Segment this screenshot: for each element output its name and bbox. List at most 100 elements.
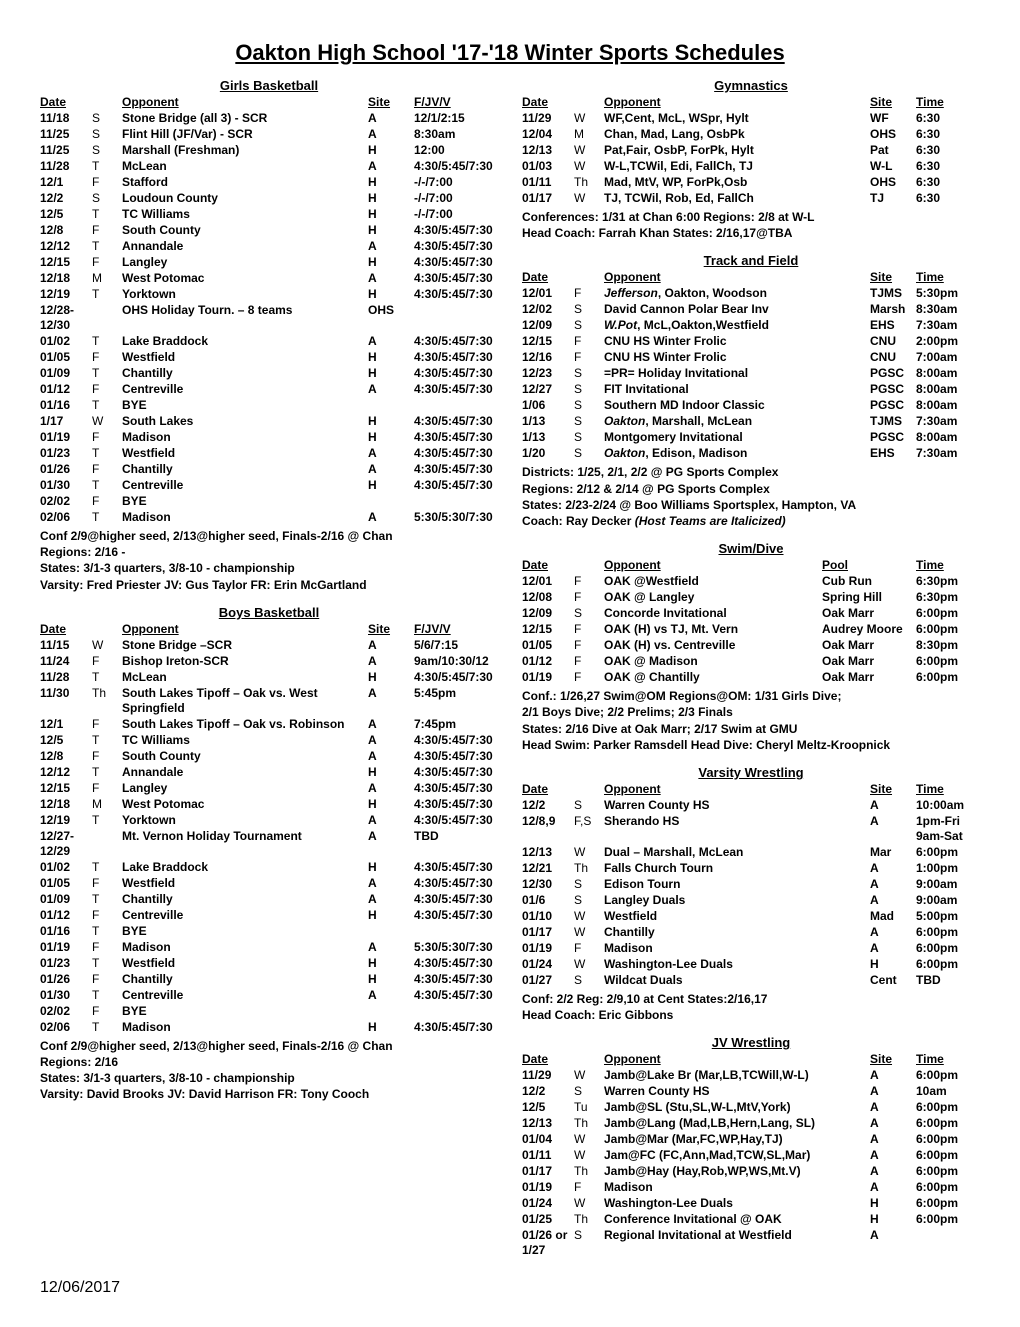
- table-cell: 01/02: [40, 334, 92, 350]
- table-cell: 4:30/5:45/7:30: [414, 366, 498, 382]
- table-cell: 5:30/5:30/7:30: [414, 940, 498, 956]
- col-day: [574, 270, 604, 286]
- table-cell: S: [574, 302, 604, 318]
- table-cell: W: [574, 1196, 604, 1212]
- table-cell: Pat,Fair, OsbP, ForPk, Hylt: [604, 143, 870, 159]
- girls-bball-table: Date Opponent Site F/JV/V 11/18SStone Br…: [40, 95, 498, 526]
- table-cell: W-L,TCWil, Edi, FallCh, TJ: [604, 159, 870, 175]
- note-line: Regions: 2/16: [40, 1054, 498, 1070]
- table-cell: West Potomac: [122, 797, 368, 813]
- table-cell: 4:30/5:45/7:30: [414, 765, 498, 781]
- table-cell: 01/16: [40, 924, 92, 940]
- table-cell: H: [870, 1212, 916, 1228]
- col-time: Time: [916, 782, 980, 798]
- table-cell: A: [870, 941, 916, 957]
- table-cell: 11/25: [40, 127, 92, 143]
- table-cell: W: [92, 414, 122, 430]
- table-cell: 12/5: [522, 1100, 574, 1116]
- table-cell: 11/28: [40, 670, 92, 686]
- table-cell: Southern MD Indoor Classic: [604, 398, 870, 414]
- table-row: 11/30ThSouth Lakes Tipoff – Oak vs. West…: [40, 686, 498, 717]
- table-cell: Edison Tourn: [604, 877, 870, 893]
- table-cell: 11/29: [522, 111, 574, 127]
- table-row: 01/09TChantillyA4:30/5:45/7:30: [40, 892, 498, 908]
- col-day: [574, 558, 604, 574]
- track-table: Date Opponent Site Time 12/01FJefferson,…: [522, 270, 980, 462]
- table-cell: 01/11: [522, 175, 574, 191]
- table-cell: Madison: [122, 430, 368, 446]
- table-cell: A: [368, 654, 414, 670]
- note-line: Conf 2/9@higher seed, 2/13@higher seed, …: [40, 528, 498, 544]
- table-row: 12/15FLangleyH4:30/5:45/7:30: [40, 255, 498, 271]
- table-cell: TJ, TCWil, Rob, Ed, FallCh: [604, 191, 870, 207]
- table-cell: Lake Braddock: [122, 334, 368, 350]
- table-cell: 6:00pm: [916, 1132, 980, 1148]
- table-cell: OAK @Westfield: [604, 574, 822, 590]
- table-cell: 5:30/5:30/7:30: [414, 510, 498, 526]
- table-cell: PGSC: [870, 430, 916, 446]
- table-cell: Oak Marr: [822, 654, 916, 670]
- table-row: 12/27SFIT InvitationalPGSC8:00am: [522, 382, 980, 398]
- table-cell: 6:00pm: [916, 845, 980, 861]
- table-cell: A: [368, 111, 414, 127]
- table-cell: Flint Hill (JF/Var) - SCR: [122, 127, 368, 143]
- table-cell: South Lakes: [122, 414, 368, 430]
- table-cell: 6:30: [916, 159, 980, 175]
- table-cell: TBD: [414, 829, 498, 860]
- table-cell: OHS: [368, 303, 414, 334]
- table-cell: Warren County HS: [604, 1084, 870, 1100]
- table-cell: TJ: [870, 191, 916, 207]
- table-cell: 6:00pm: [916, 606, 980, 622]
- table-cell: 4:30/5:45/7:30: [414, 988, 498, 1004]
- table-cell: 4:30/5:45/7:30: [414, 239, 498, 255]
- table-cell: 10:00am: [916, 798, 980, 814]
- table-cell: [368, 494, 414, 510]
- table-row: 01/24WWashington-Lee DualsH6:00pm: [522, 957, 980, 973]
- table-cell: W: [574, 957, 604, 973]
- table-cell: OHS: [870, 127, 916, 143]
- table-row: 11/29WJamb@Lake Br (Mar,LB,TCWill,W-L)A6…: [522, 1068, 980, 1084]
- table-cell: Washington-Lee Duals: [604, 1196, 870, 1212]
- table-cell: 01/19: [40, 430, 92, 446]
- note-line: Varsity: Fred Priester JV: Gus Taylor FR…: [40, 577, 498, 593]
- table-cell: 7:30am: [916, 414, 980, 430]
- table-cell: [92, 303, 122, 334]
- left-column: Girls Basketball Date Opponent Site F/JV…: [40, 72, 498, 1259]
- table-cell: Oak Marr: [822, 670, 916, 686]
- col-site: Site: [368, 95, 414, 111]
- table-cell: 01/05: [40, 350, 92, 366]
- note-line: Conf.: 1/26,27 Swim@OM Regions@OM: 1/31 …: [522, 688, 980, 704]
- table-cell: H: [368, 908, 414, 924]
- table-cell: 12/1: [40, 717, 92, 733]
- table-row: 01/05FWestfieldH4:30/5:45/7:30: [40, 350, 498, 366]
- table-cell: 4:30/5:45/7:30: [414, 892, 498, 908]
- table-cell: F: [92, 462, 122, 478]
- table-cell: 4:30/5:45/7:30: [414, 813, 498, 829]
- swim-notes: Conf.: 1/26,27 Swim@OM Regions@OM: 1/31 …: [522, 688, 980, 753]
- table-cell: 12/18: [40, 797, 92, 813]
- table-cell: Th: [574, 1164, 604, 1180]
- note-line: Conf: 2/2 Reg: 2/9,10 at Cent States:2/1…: [522, 991, 980, 1007]
- table-cell: McLean: [122, 159, 368, 175]
- table-row: 12/28-12/30OHS Holiday Tourn. – 8 teamsO…: [40, 303, 498, 334]
- col-site: Site: [870, 270, 916, 286]
- table-cell: Sherando HS: [604, 814, 870, 845]
- table-cell: S: [574, 382, 604, 398]
- table-cell: 4:30/5:45/7:30: [414, 972, 498, 988]
- table-cell: BYE: [122, 494, 368, 510]
- col-opponent: Opponent: [604, 95, 870, 111]
- table-cell: H: [368, 1020, 414, 1036]
- table-cell: T: [92, 287, 122, 303]
- table-row: 01/16TBYE: [40, 924, 498, 940]
- table-cell: 12/02: [522, 302, 574, 318]
- table-cell: F: [574, 1180, 604, 1196]
- table-cell: Langley Duals: [604, 893, 870, 909]
- table-cell: T: [92, 398, 122, 414]
- table-cell: 9:00am: [916, 893, 980, 909]
- note-line: Conf 2/9@higher seed, 2/13@higher seed, …: [40, 1038, 498, 1054]
- table-cell: A: [870, 925, 916, 941]
- table-cell: 6:00pm: [916, 1164, 980, 1180]
- table-cell: S: [574, 430, 604, 446]
- table-cell: F: [92, 654, 122, 670]
- table-cell: T: [92, 765, 122, 781]
